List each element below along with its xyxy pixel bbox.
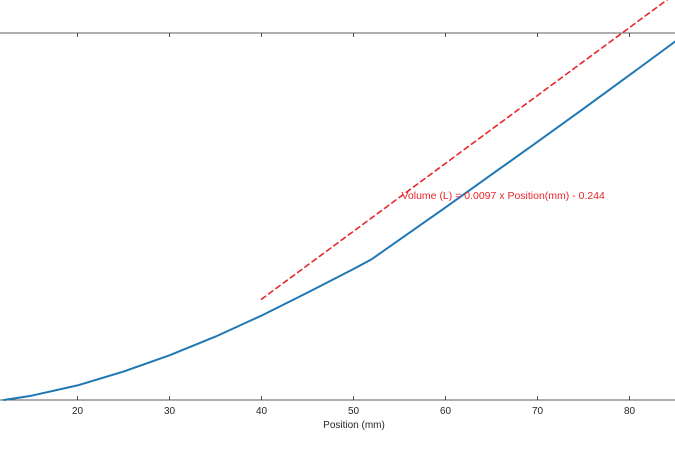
x-tick-label: 40 xyxy=(256,406,268,417)
fit-equation-annotation: Volume (L) = 0.0097 x Position(mm) - 0.2… xyxy=(402,190,606,202)
x-axis-ticks: 20 30 40 50 60 70 80 xyxy=(72,33,636,417)
axes: 20 30 40 50 60 70 80 xyxy=(0,32,675,417)
annotations: Volume (L) = 0.0097 x Position(mm) - 0.2… xyxy=(402,190,606,202)
x-tick-label: 70 xyxy=(532,406,544,417)
x-tick-label: 80 xyxy=(624,406,636,417)
x-tick-label: 50 xyxy=(348,406,360,417)
measured-series-line xyxy=(2,40,675,401)
x-tick-label: 30 xyxy=(164,406,176,417)
x-tick-label: 60 xyxy=(440,406,452,417)
x-axis-label: Position (mm) xyxy=(323,420,385,431)
series xyxy=(2,0,675,401)
x-tick-label: 20 xyxy=(72,406,84,417)
linear-fit-line xyxy=(260,0,669,301)
